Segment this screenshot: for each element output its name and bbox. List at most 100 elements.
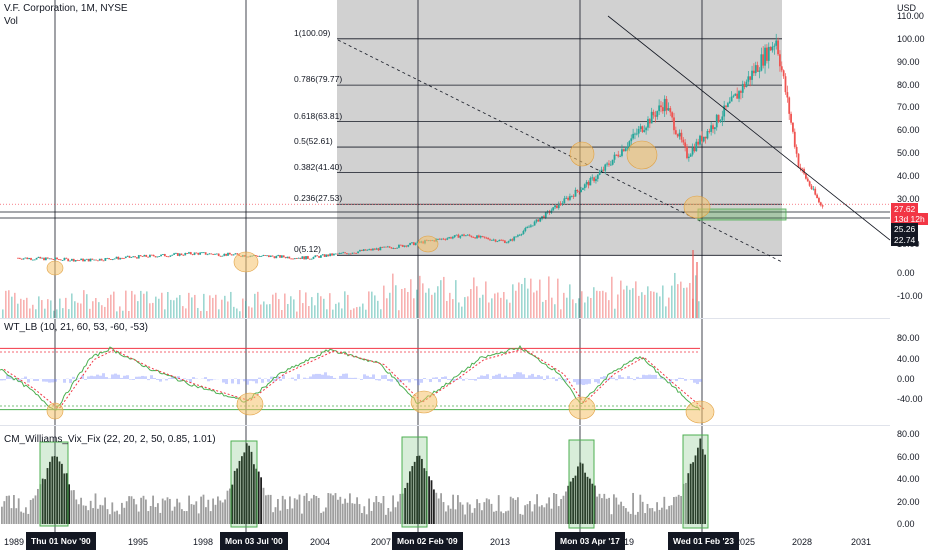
- price-candle: [712, 125, 714, 130]
- volume-bar: [11, 296, 13, 318]
- wt-histogram-bar: [384, 374, 387, 379]
- price-candle: [609, 164, 612, 166]
- vix-indicator-label[interactable]: CM_Williams_Vix_Fix (22, 20, 2, 50, 0.85…: [4, 434, 216, 445]
- vix-bar: [135, 504, 138, 524]
- vix-bar: [411, 466, 414, 524]
- price-candle: [150, 254, 153, 256]
- volume-bar: [404, 288, 406, 318]
- vix-bar: [500, 511, 502, 524]
- price-candle: [143, 254, 146, 257]
- wt-histogram-bar: [552, 377, 555, 379]
- wt-histogram-bar: [138, 376, 141, 379]
- volume-label[interactable]: Vol: [4, 16, 18, 27]
- vix-bar: [577, 466, 579, 524]
- price-candle: [563, 198, 566, 204]
- vix-bar: [286, 509, 289, 524]
- price-tick-label: 60.00: [897, 125, 920, 136]
- volume-bar: [551, 297, 553, 318]
- vix-bar: [178, 502, 181, 524]
- volume-bar: [278, 299, 280, 318]
- vix-bar: [627, 511, 630, 524]
- wt-histogram-bar: [543, 379, 546, 381]
- price-candle: [342, 252, 345, 254]
- volume-bar: [599, 291, 601, 318]
- price-candle: [464, 235, 467, 237]
- time-tick-label: 1995: [128, 537, 149, 547]
- price-candle: [310, 258, 313, 260]
- price-candle: [805, 173, 807, 179]
- vix-fix-layer: [1, 434, 709, 529]
- wt-histogram-bar: [81, 375, 84, 379]
- price-candle: [321, 254, 324, 256]
- symbol-title[interactable]: V.F. Corporation, 1M, NYSE: [4, 3, 128, 14]
- price-candle: [95, 259, 97, 261]
- vix-bar: [375, 496, 378, 524]
- wt-histogram-bar: [342, 373, 345, 379]
- price-candle: [615, 154, 618, 156]
- vix-bar: [509, 496, 512, 524]
- wt-histogram-bar: [135, 376, 138, 379]
- volume-bar: [347, 294, 349, 318]
- highlight-circle: [568, 396, 596, 420]
- wt-histogram-bar: [117, 374, 120, 379]
- price-candle: [396, 247, 398, 249]
- vix-bar: [687, 473, 690, 524]
- price-candle: [723, 105, 726, 117]
- wt-histogram-bar: [120, 377, 123, 379]
- vix-bar: [137, 511, 140, 524]
- vix-bar: [440, 493, 442, 524]
- volume-bar: [170, 299, 172, 318]
- price-candle: [453, 235, 456, 238]
- price-candle: [288, 256, 291, 259]
- volume-bar: [314, 305, 316, 318]
- price-candle: [498, 239, 501, 242]
- price-candle: [100, 258, 103, 261]
- volume-bar: [284, 293, 286, 318]
- wt-histogram-bar: [423, 378, 426, 379]
- wt-histogram-bar: [447, 379, 450, 380]
- vix-bar: [550, 508, 553, 524]
- vix-bar: [584, 472, 586, 524]
- price-candle: [152, 254, 155, 257]
- volume-bar: [671, 285, 673, 318]
- wt-indicator-label[interactable]: WT_LB (10, 21, 60, 53, -60, -53): [4, 322, 148, 333]
- wt-histogram-bar: [381, 375, 384, 379]
- wt-histogram-bar: [0, 379, 3, 381]
- vix-bar: [548, 497, 550, 524]
- vix-bar: [502, 513, 505, 524]
- volume-bar: [473, 277, 475, 318]
- volume-tick-label: 0.00: [897, 268, 915, 278]
- price-candle: [416, 241, 419, 244]
- vix-bar: [224, 499, 226, 524]
- price-candle: [760, 54, 763, 71]
- price-candle: [719, 120, 722, 122]
- price-candle: [687, 156, 690, 159]
- volume-bar: [368, 291, 370, 318]
- highlight-circle: [569, 141, 595, 167]
- wt-histogram-bar: [513, 374, 516, 379]
- wt-histogram-bar: [459, 377, 462, 379]
- wt-histogram-bar: [306, 378, 309, 379]
- volume-bar: [590, 297, 592, 318]
- wt-histogram-bar: [123, 375, 126, 379]
- volume-bar: [455, 280, 457, 318]
- vix-bar: [610, 514, 613, 524]
- volume-bar: [110, 294, 112, 318]
- price-candle: [232, 254, 235, 256]
- vix-bar: [586, 476, 589, 524]
- price-candle: [730, 96, 733, 102]
- wt-histogram-bar: [606, 379, 609, 381]
- wt-histogram-bar: [330, 375, 333, 379]
- vix-highlight-box: [682, 434, 709, 529]
- vix-bar: [560, 499, 562, 524]
- highlight-circle: [683, 195, 711, 219]
- price-candle: [754, 65, 757, 74]
- volume-bar: [452, 299, 454, 318]
- vix-bar: [149, 506, 152, 524]
- vix-bar: [349, 493, 351, 524]
- price-candle: [119, 257, 122, 260]
- price-candle: [191, 254, 194, 256]
- wt-histogram-bar: [636, 376, 639, 379]
- wt-histogram-bar: [597, 379, 600, 384]
